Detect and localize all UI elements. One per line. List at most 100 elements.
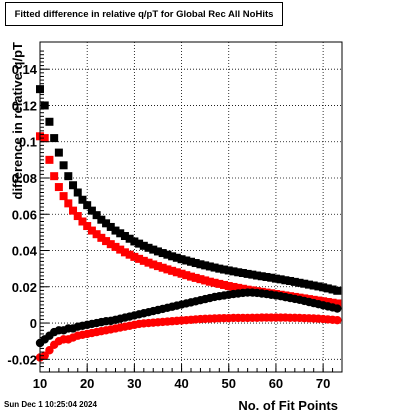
- data-point: [309, 281, 318, 290]
- axes: 10 20 30 40 50 60 70 -0.02 0 0.02 0.04 0.06 0.08 0.1 0…: [7, 50, 343, 391]
- data-point: [87, 226, 96, 235]
- data-point: [45, 346, 54, 355]
- data-point: [50, 134, 59, 143]
- data-point: [73, 212, 82, 221]
- data-point: [45, 117, 54, 126]
- data-point: [253, 271, 262, 280]
- data-point: [153, 262, 162, 271]
- data-point: [83, 222, 92, 231]
- data-point: [149, 260, 158, 269]
- data-point: [168, 252, 177, 261]
- data-point: [59, 161, 68, 170]
- data-point: [116, 229, 125, 238]
- data-point: [87, 206, 96, 215]
- data-point: [295, 278, 304, 287]
- data-point: [267, 273, 276, 282]
- y-tick-label: 0.02: [12, 280, 37, 295]
- data-point: [45, 155, 54, 164]
- data-point: [139, 256, 148, 265]
- data-point: [102, 219, 111, 228]
- data-point: [172, 253, 181, 262]
- data-point: [172, 268, 181, 277]
- data-point: [177, 269, 186, 278]
- data-point: [220, 265, 229, 274]
- data-point: [333, 304, 342, 313]
- y-tick-label: 0.1: [19, 135, 37, 150]
- x-tick-label: 10: [33, 376, 47, 391]
- chart-title: Fitted difference in relative q/pT for G…: [5, 2, 283, 26]
- x-tick-label: 70: [316, 376, 330, 391]
- data-point: [286, 276, 295, 285]
- data-point: [229, 282, 238, 291]
- data-point: [78, 195, 87, 204]
- data-point: [125, 234, 134, 243]
- data-point: [135, 254, 144, 263]
- data-point: [333, 315, 342, 325]
- x-tick-label: 40: [174, 376, 188, 391]
- data-point: [314, 282, 323, 291]
- data-point: [130, 237, 139, 246]
- data-point: [210, 263, 219, 272]
- data-point: [69, 206, 78, 215]
- grid: [40, 42, 342, 372]
- data-point: [248, 270, 257, 279]
- data-point: [54, 183, 63, 192]
- data-point: [191, 273, 200, 282]
- data-point: [153, 247, 162, 256]
- data-point: [111, 226, 120, 235]
- date-stamp: Sun Dec 1 10:25:04 2024: [4, 400, 97, 409]
- data-point: [205, 277, 214, 286]
- y-tick-label: 0.12: [12, 98, 37, 113]
- data-point: [163, 250, 172, 259]
- data-point: [187, 257, 195, 266]
- data-point: [106, 240, 115, 249]
- data-point: [111, 242, 120, 251]
- data-point: [300, 279, 309, 288]
- data-point: [168, 266, 177, 275]
- data-point: [224, 282, 233, 291]
- data-point: [139, 241, 148, 250]
- data-point: [78, 217, 87, 226]
- y-tick-label: 0.06: [12, 207, 37, 222]
- data-point: [177, 255, 186, 264]
- data-point: [215, 264, 224, 273]
- data-point: [238, 269, 247, 277]
- data-point: [328, 298, 337, 307]
- data-point: [201, 276, 210, 285]
- x-tick-label: 60: [269, 376, 283, 391]
- data-point: [92, 230, 101, 239]
- data-point: [187, 272, 195, 281]
- data-point: [158, 263, 167, 272]
- data-point: [215, 279, 224, 288]
- x-tick-label: 20: [80, 376, 94, 391]
- x-tick-label: 50: [222, 376, 236, 391]
- data-point: [290, 277, 299, 286]
- data-point: [40, 134, 49, 143]
- data-point: [106, 222, 115, 231]
- data-point: [50, 172, 59, 181]
- data-point: [182, 256, 191, 265]
- data-point: [64, 199, 73, 208]
- data-point: [64, 172, 73, 181]
- data-point: [262, 272, 271, 281]
- data-point: [220, 280, 229, 289]
- data-point: [196, 275, 205, 284]
- data-point: [92, 211, 101, 220]
- data-point: [210, 278, 219, 287]
- data-point: [97, 215, 106, 224]
- data-point: [158, 249, 167, 258]
- data-point: [73, 188, 82, 197]
- x-axis-label: No. of Fit Points: [238, 398, 338, 413]
- data-point: [116, 245, 125, 254]
- data-point: [97, 233, 106, 242]
- data-point: [304, 280, 313, 289]
- data-point: [163, 265, 172, 274]
- data-point: [323, 298, 332, 307]
- y-tick-label: 0.14: [12, 62, 38, 77]
- data-point: [196, 260, 205, 269]
- data-point: [234, 283, 243, 292]
- data-point: [319, 283, 328, 292]
- y-tick-label: 0: [30, 316, 37, 331]
- data-point: [144, 258, 153, 267]
- data-point: [182, 271, 191, 280]
